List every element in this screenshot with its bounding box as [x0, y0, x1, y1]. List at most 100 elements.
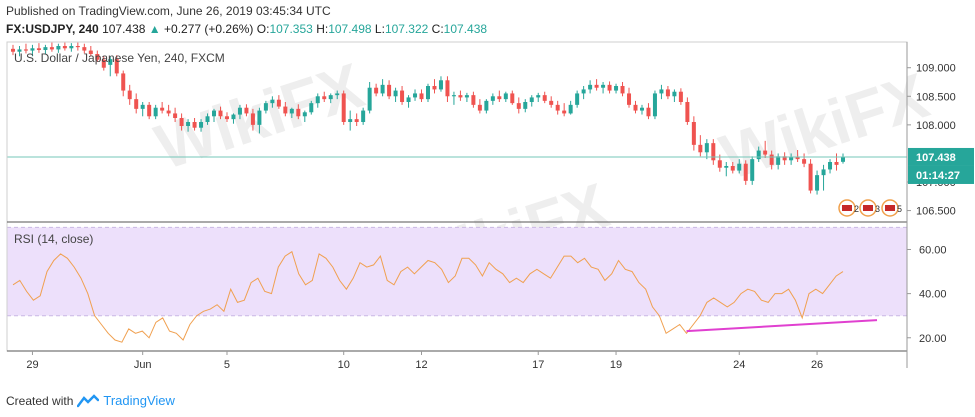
candle-body [224, 116, 229, 120]
candle-body [601, 84, 606, 88]
candle-body [503, 93, 508, 100]
candle-body [841, 156, 845, 162]
candle-body [212, 110, 217, 117]
candle-body [782, 156, 787, 161]
candle-body [581, 89, 586, 94]
candle-body [140, 104, 145, 109]
candle-body [199, 122, 204, 128]
time-tick-label: 10 [338, 359, 350, 371]
candle-body [283, 106, 288, 114]
candle-body [237, 107, 242, 115]
candle-body [516, 103, 521, 109]
candle-body [341, 93, 346, 122]
candle-body [828, 162, 833, 170]
rsi-tick-label: 20.00 [919, 333, 947, 345]
candle-body [698, 144, 703, 153]
time-tick-label: 17 [532, 359, 544, 371]
candle-body [173, 113, 178, 118]
candle-body [633, 104, 638, 111]
countdown-badge-label: 01:14:27 [916, 170, 960, 182]
labels-layer: 109.000108.500108.000107.000106.50060.00… [14, 51, 974, 371]
candle-body [614, 86, 619, 91]
time-tick-label: 24 [733, 359, 745, 371]
time-tick-label: 12 [415, 359, 427, 371]
symbol-label[interactable]: FX:USDJPY, 240 [6, 22, 99, 36]
candle-body [542, 95, 547, 101]
candle-body [270, 99, 275, 104]
candle-body [665, 89, 670, 97]
candle-body [419, 93, 424, 100]
last-price-badge-label: 107.438 [916, 152, 956, 164]
price-tick-label: 108.500 [916, 91, 956, 103]
candle-body [82, 47, 87, 51]
price-tick-label: 106.500 [916, 206, 956, 218]
candle-body [367, 87, 372, 111]
candle-body [101, 59, 106, 68]
candle-body [717, 160, 722, 168]
candle-body [691, 122, 696, 145]
axes-layer [6, 41, 911, 368]
low-label: L: [374, 22, 385, 36]
flag-stripe-icon [885, 205, 895, 211]
candle-body [627, 93, 632, 105]
candle-body [276, 99, 281, 107]
candle-body [458, 95, 463, 98]
candles-layer [11, 42, 845, 195]
time-tick-label: 26 [811, 359, 823, 371]
candle-body [646, 107, 651, 117]
candle-body [406, 97, 411, 102]
candle-body [490, 96, 495, 101]
candle-body [724, 166, 729, 168]
time-tick-label: 19 [610, 359, 622, 371]
candle-body [296, 108, 301, 117]
candle-body [438, 80, 443, 90]
candle-body [56, 46, 61, 50]
candle-body [289, 108, 294, 114]
candle-body [114, 59, 119, 74]
candle-body [769, 154, 774, 165]
candle-body [95, 54, 100, 60]
candle-body [11, 48, 15, 52]
candle-body [244, 107, 249, 114]
candle-body [795, 156, 800, 160]
candle-body [743, 163, 748, 181]
rsi-tick-label: 40.00 [919, 289, 947, 301]
candle-body [730, 166, 735, 171]
candle-body [523, 102, 528, 109]
candle-body [750, 159, 755, 181]
candle-body [257, 110, 262, 125]
close-label: C: [431, 22, 444, 36]
candle-body [763, 150, 768, 155]
candle-body [36, 48, 41, 50]
candle-body [335, 93, 340, 96]
candle-body [607, 84, 612, 91]
high-label: H: [316, 22, 329, 36]
candle-body [484, 100, 489, 111]
candle-body [426, 86, 430, 100]
candle-body [776, 156, 781, 165]
open-value: 107.353 [269, 22, 313, 36]
flag-stripe-icon [842, 205, 852, 211]
candle-body [756, 150, 761, 160]
candle-body [354, 119, 359, 122]
candle-body [231, 114, 236, 120]
tradingview-brand[interactable]: TradingView [103, 393, 175, 408]
candle-body [549, 100, 554, 105]
candle-body [387, 84, 392, 97]
candle-body [153, 107, 158, 117]
event-flag-label: 5 [897, 204, 902, 214]
candle-body [451, 95, 456, 97]
candle-body [562, 110, 567, 114]
candle-body [328, 95, 333, 100]
candle-body [348, 119, 353, 122]
published-line: Published on TradingView.com, June 26, 2… [6, 4, 331, 18]
candle-body [192, 122, 197, 128]
last-price-badge [908, 147, 974, 166]
candle-body [464, 95, 469, 98]
candle-body [49, 47, 54, 50]
candle-body [17, 49, 22, 52]
candle-body [69, 46, 74, 49]
candle-body [685, 102, 690, 122]
rsi-tick-label: 60.00 [919, 244, 947, 256]
